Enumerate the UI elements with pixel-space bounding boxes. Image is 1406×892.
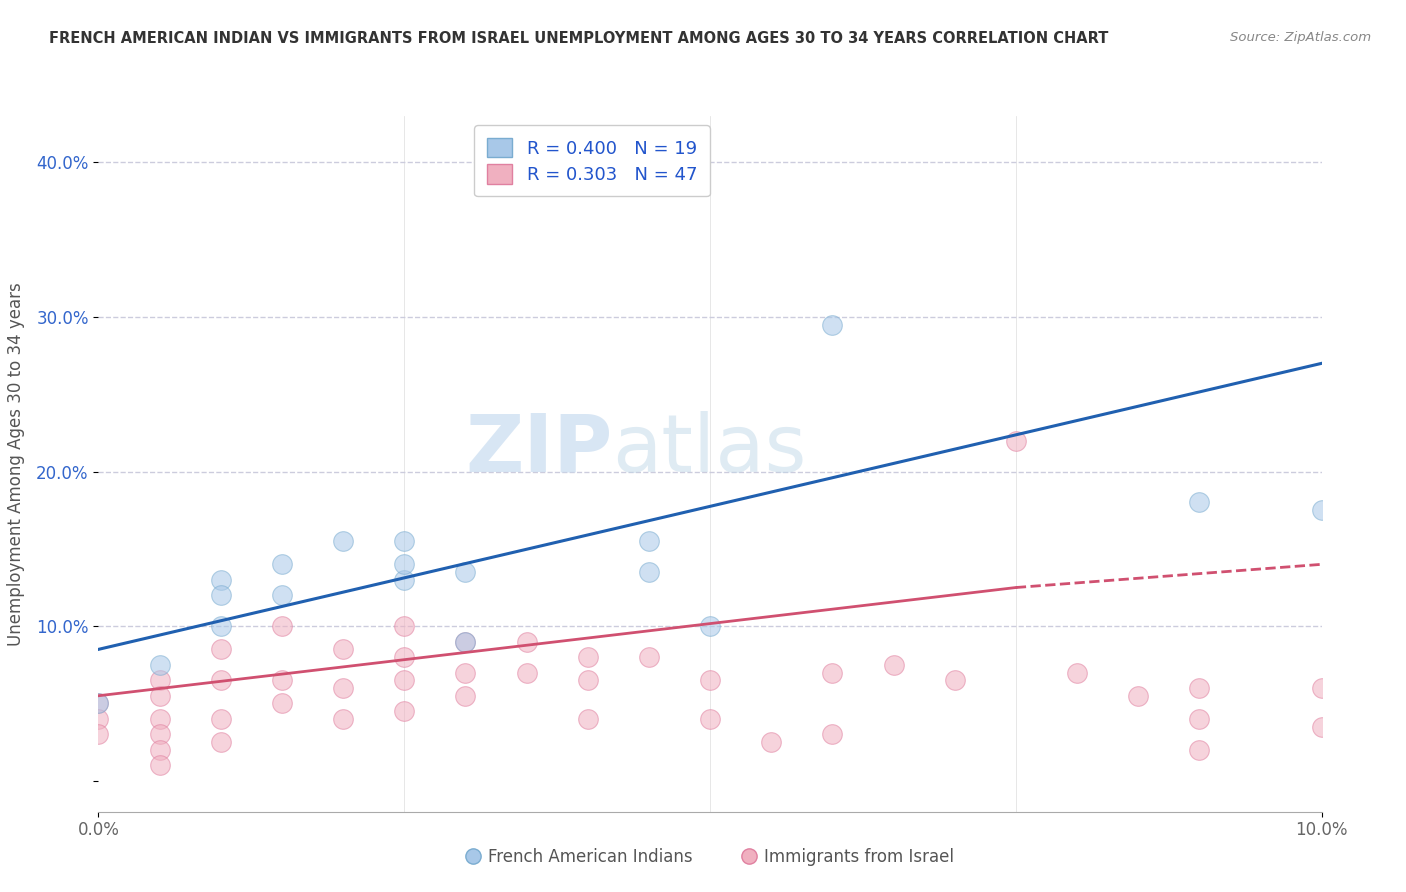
Point	[821, 318, 844, 332]
Point	[699, 673, 721, 688]
Point	[883, 657, 905, 672]
Point	[943, 673, 966, 688]
Point	[149, 673, 172, 688]
Point	[392, 673, 416, 688]
Point	[209, 619, 232, 633]
Point	[209, 588, 232, 602]
Point	[392, 534, 416, 549]
Point	[1188, 495, 1211, 509]
Point	[149, 758, 172, 772]
Point	[149, 712, 172, 726]
Point	[270, 558, 292, 572]
Point	[332, 534, 354, 549]
Point	[637, 650, 661, 665]
Point	[87, 697, 110, 711]
Point	[1004, 434, 1026, 448]
Point	[454, 665, 477, 680]
Point	[87, 712, 110, 726]
Point	[1188, 712, 1211, 726]
Point	[209, 573, 232, 587]
Point	[392, 619, 416, 633]
Text: ZIP: ZIP	[465, 411, 612, 489]
Point	[149, 743, 172, 757]
Point	[1310, 720, 1333, 734]
Point	[392, 573, 416, 587]
Point	[821, 665, 844, 680]
Point	[392, 558, 416, 572]
Point	[270, 619, 292, 633]
Point	[1188, 743, 1211, 757]
Text: Source: ZipAtlas.com: Source: ZipAtlas.com	[1230, 31, 1371, 45]
Point	[392, 650, 416, 665]
Point	[149, 727, 172, 741]
Point	[1310, 503, 1333, 517]
Y-axis label: Unemployment Among Ages 30 to 34 years: Unemployment Among Ages 30 to 34 years	[7, 282, 25, 646]
Point	[87, 697, 110, 711]
Point	[209, 642, 232, 657]
Point	[149, 657, 172, 672]
Point	[270, 697, 292, 711]
Point	[209, 712, 232, 726]
Point	[576, 650, 599, 665]
Point	[699, 712, 721, 726]
Point	[637, 534, 661, 549]
Text: FRENCH AMERICAN INDIAN VS IMMIGRANTS FROM ISRAEL UNEMPLOYMENT AMONG AGES 30 TO 3: FRENCH AMERICAN INDIAN VS IMMIGRANTS FRO…	[49, 31, 1108, 46]
Point	[270, 673, 292, 688]
Point	[821, 727, 844, 741]
Point	[454, 634, 477, 648]
Point	[454, 634, 477, 648]
Point	[637, 565, 661, 579]
Point	[516, 634, 538, 648]
Point	[576, 673, 599, 688]
Point	[270, 588, 292, 602]
Point	[332, 681, 354, 695]
Point	[516, 665, 538, 680]
Point	[454, 565, 477, 579]
Text: atlas: atlas	[612, 411, 807, 489]
Point	[1066, 665, 1088, 680]
Point	[209, 735, 232, 749]
Point	[149, 689, 172, 703]
Point	[392, 704, 416, 718]
Point	[209, 673, 232, 688]
Point	[332, 712, 354, 726]
Point	[332, 642, 354, 657]
Point	[1310, 681, 1333, 695]
Point	[1128, 689, 1150, 703]
Legend: French American Indians, Immigrants from Israel: French American Indians, Immigrants from…	[460, 842, 960, 873]
Point	[759, 735, 782, 749]
Point	[454, 689, 477, 703]
Point	[576, 712, 599, 726]
Point	[87, 727, 110, 741]
Point	[699, 619, 721, 633]
Point	[1188, 681, 1211, 695]
